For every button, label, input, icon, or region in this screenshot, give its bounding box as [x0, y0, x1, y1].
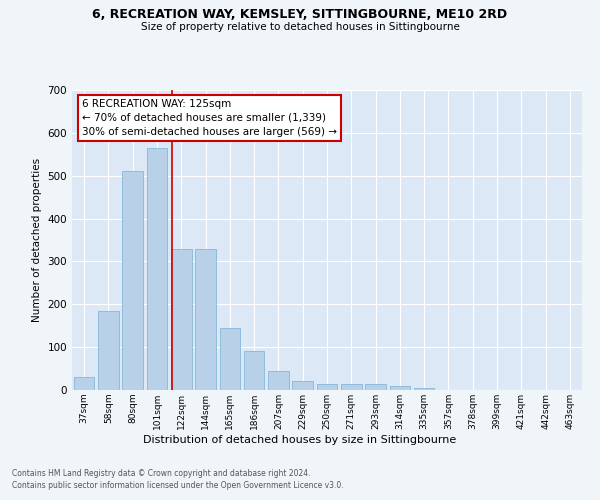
Bar [74, 377, 94, 390]
Text: 6 RECREATION WAY: 125sqm
← 70% of detached houses are smaller (1,339)
30% of sem: 6 RECREATION WAY: 125sqm ← 70% of detach… [82, 99, 337, 137]
Bar [195, 248, 216, 390]
Bar [365, 384, 386, 390]
Bar [414, 388, 434, 390]
Bar [146, 148, 167, 390]
Bar [292, 382, 313, 390]
Bar [122, 172, 143, 390]
Text: Contains public sector information licensed under the Open Government Licence v3: Contains public sector information licen… [12, 481, 344, 490]
Bar [317, 384, 337, 390]
Bar [341, 384, 362, 390]
Bar [244, 352, 265, 390]
Text: Contains HM Land Registry data © Crown copyright and database right 2024.: Contains HM Land Registry data © Crown c… [12, 468, 311, 477]
Y-axis label: Number of detached properties: Number of detached properties [32, 158, 42, 322]
Bar [220, 328, 240, 390]
Bar [98, 310, 119, 390]
Text: Distribution of detached houses by size in Sittingbourne: Distribution of detached houses by size … [143, 435, 457, 445]
Bar [171, 248, 191, 390]
Bar [389, 386, 410, 390]
Text: Size of property relative to detached houses in Sittingbourne: Size of property relative to detached ho… [140, 22, 460, 32]
Text: 6, RECREATION WAY, KEMSLEY, SITTINGBOURNE, ME10 2RD: 6, RECREATION WAY, KEMSLEY, SITTINGBOURN… [92, 8, 508, 20]
Bar [268, 370, 289, 390]
